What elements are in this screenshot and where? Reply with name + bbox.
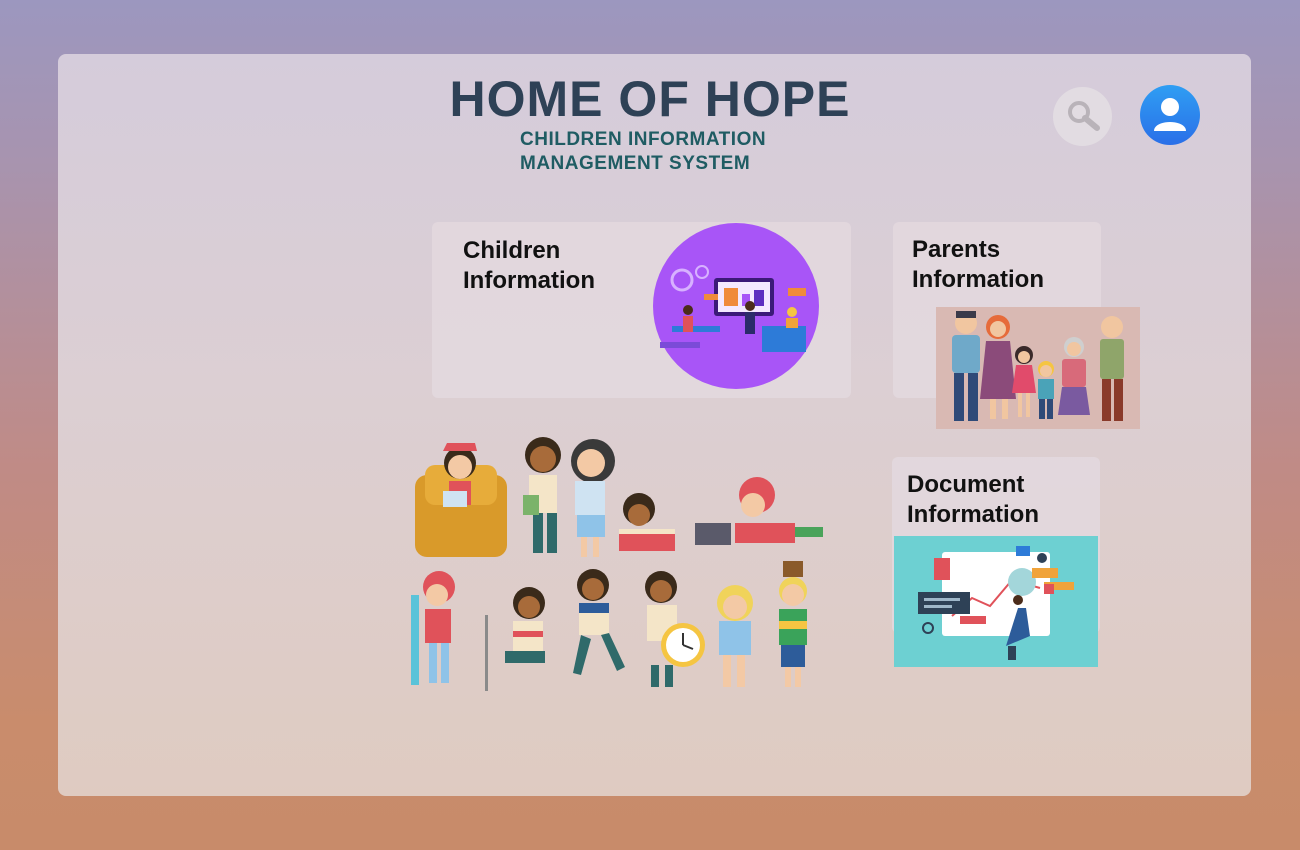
kids-group-illustration — [411, 437, 823, 691]
parents-label-line-1: Parents — [912, 236, 1001, 263]
subtitle-line-1: CHILDREN INFORMATION — [520, 129, 767, 150]
subtitle-line-2: MANAGEMENT SYSTEM — [520, 153, 751, 174]
document-label-line-2: Information — [907, 501, 1039, 528]
search-button[interactable] — [1053, 87, 1112, 146]
document-illustration — [894, 536, 1098, 667]
document-label-line-1: Document — [907, 471, 1025, 498]
search-icon — [1068, 101, 1100, 131]
user-avatar-icon — [1154, 98, 1186, 131]
children-info-label: Children Information — [463, 236, 595, 296]
document-info-label: Document Information — [907, 470, 1039, 530]
children-illustration — [653, 223, 819, 389]
children-info-card[interactable]: Children Information — [432, 222, 851, 398]
family-illustration — [936, 307, 1140, 429]
profile-button[interactable] — [1140, 85, 1200, 145]
parents-label-line-2: Information — [912, 266, 1044, 293]
parents-info-label: Parents Information — [912, 235, 1044, 295]
children-label-line-2: Information — [463, 267, 595, 294]
app-title: HOME OF HOPE — [449, 71, 851, 127]
children-label-line-1: Children — [463, 237, 561, 264]
app-subtitle: CHILDREN INFORMATION MANAGEMENT SYSTEM — [520, 128, 820, 176]
